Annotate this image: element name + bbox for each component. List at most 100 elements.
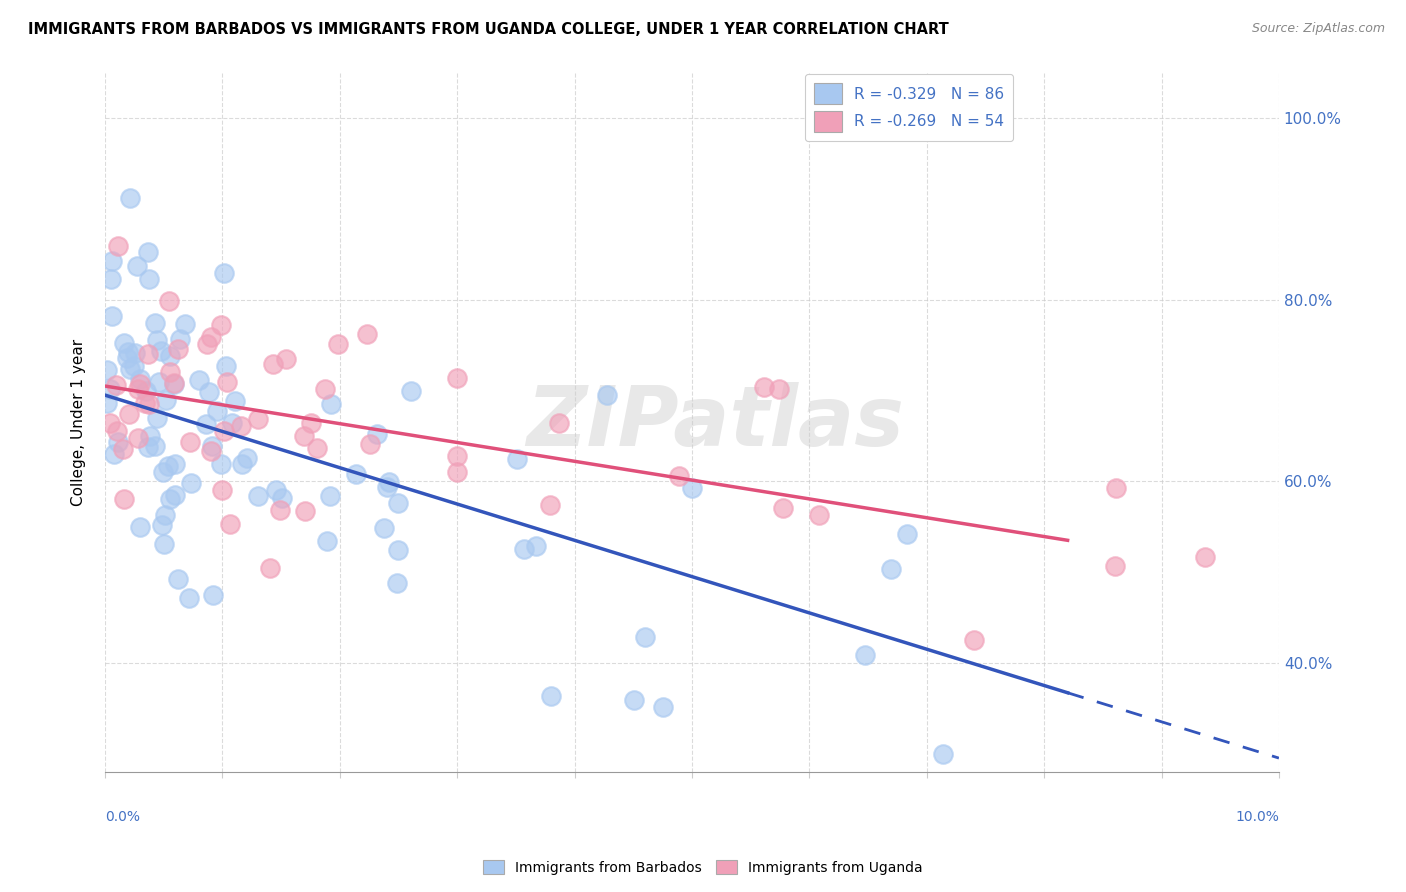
Point	[124, 346, 146, 360]
Point	[305, 442, 328, 456]
Point	[879, 562, 901, 576]
Point	[124, 359, 146, 374]
Point	[356, 327, 378, 342]
Point	[105, 377, 128, 392]
Point	[115, 351, 138, 365]
Point	[209, 318, 232, 333]
Point	[112, 442, 135, 457]
Point	[259, 560, 281, 574]
Point	[344, 467, 367, 481]
Point	[387, 496, 409, 510]
Point	[377, 475, 399, 489]
Point	[668, 469, 690, 483]
Point	[314, 382, 336, 396]
Point	[319, 397, 342, 411]
Point	[246, 412, 269, 426]
Point	[201, 439, 224, 453]
Point	[157, 293, 180, 308]
Point	[159, 491, 181, 506]
Point	[896, 526, 918, 541]
Point	[166, 343, 188, 357]
Point	[387, 576, 409, 591]
Text: ZIPatlas: ZIPatlas	[526, 382, 904, 463]
Point	[98, 416, 121, 430]
Point	[212, 424, 235, 438]
Point	[163, 376, 186, 390]
Point	[274, 352, 297, 367]
Point	[150, 517, 173, 532]
Point	[152, 465, 174, 479]
Point	[446, 450, 468, 464]
Point	[634, 630, 657, 644]
Y-axis label: College, Under 1 year: College, Under 1 year	[72, 339, 86, 506]
Legend: Immigrants from Barbados, Immigrants from Uganda: Immigrants from Barbados, Immigrants fro…	[478, 855, 928, 880]
Point	[100, 272, 122, 286]
Point	[1104, 559, 1126, 574]
Point	[215, 376, 238, 390]
Point	[316, 533, 339, 548]
Point	[128, 520, 150, 534]
Point	[120, 362, 142, 376]
Point	[188, 373, 211, 387]
Point	[299, 416, 322, 430]
Point	[209, 457, 232, 471]
Point	[264, 483, 287, 497]
Point	[134, 396, 156, 410]
Point	[107, 435, 129, 450]
Point	[373, 521, 395, 535]
Point	[963, 632, 986, 647]
Point	[107, 239, 129, 253]
Point	[326, 336, 349, 351]
Point	[446, 465, 468, 479]
Point	[112, 336, 135, 351]
Point	[143, 316, 166, 330]
Point	[271, 491, 294, 505]
Point	[194, 417, 217, 432]
Point	[129, 376, 152, 391]
Point	[180, 475, 202, 490]
Point	[179, 591, 201, 606]
Point	[96, 363, 118, 377]
Point	[98, 382, 121, 396]
Point	[127, 431, 149, 445]
Point	[538, 498, 561, 512]
Point	[506, 452, 529, 467]
Point	[118, 408, 141, 422]
Point	[292, 429, 315, 443]
Point	[166, 572, 188, 586]
Point	[195, 336, 218, 351]
Point	[768, 382, 790, 396]
Point	[163, 457, 186, 471]
Text: 10.0%: 10.0%	[1234, 810, 1279, 824]
Point	[652, 700, 675, 714]
Point	[125, 259, 148, 273]
Point	[596, 388, 619, 402]
Point	[155, 392, 177, 407]
Point	[231, 457, 253, 471]
Point	[236, 451, 259, 466]
Point	[103, 447, 125, 461]
Point	[163, 376, 186, 391]
Point	[399, 384, 422, 398]
Point	[387, 543, 409, 558]
Point	[157, 459, 180, 474]
Point	[150, 344, 173, 359]
Point	[772, 501, 794, 516]
Point	[145, 411, 167, 425]
Point	[153, 537, 176, 551]
Point	[219, 516, 242, 531]
Point	[101, 309, 124, 323]
Point	[101, 254, 124, 268]
Point	[224, 394, 246, 409]
Point	[179, 434, 201, 449]
Point	[136, 347, 159, 361]
Point	[205, 403, 228, 417]
Point	[138, 272, 160, 286]
Point	[143, 439, 166, 453]
Point	[359, 437, 381, 451]
Text: Source: ZipAtlas.com: Source: ZipAtlas.com	[1251, 22, 1385, 36]
Point	[105, 424, 128, 438]
Legend: R = -0.329   N = 86, R = -0.269   N = 54: R = -0.329 N = 86, R = -0.269 N = 54	[804, 74, 1014, 141]
Point	[808, 508, 831, 523]
Point	[159, 365, 181, 379]
